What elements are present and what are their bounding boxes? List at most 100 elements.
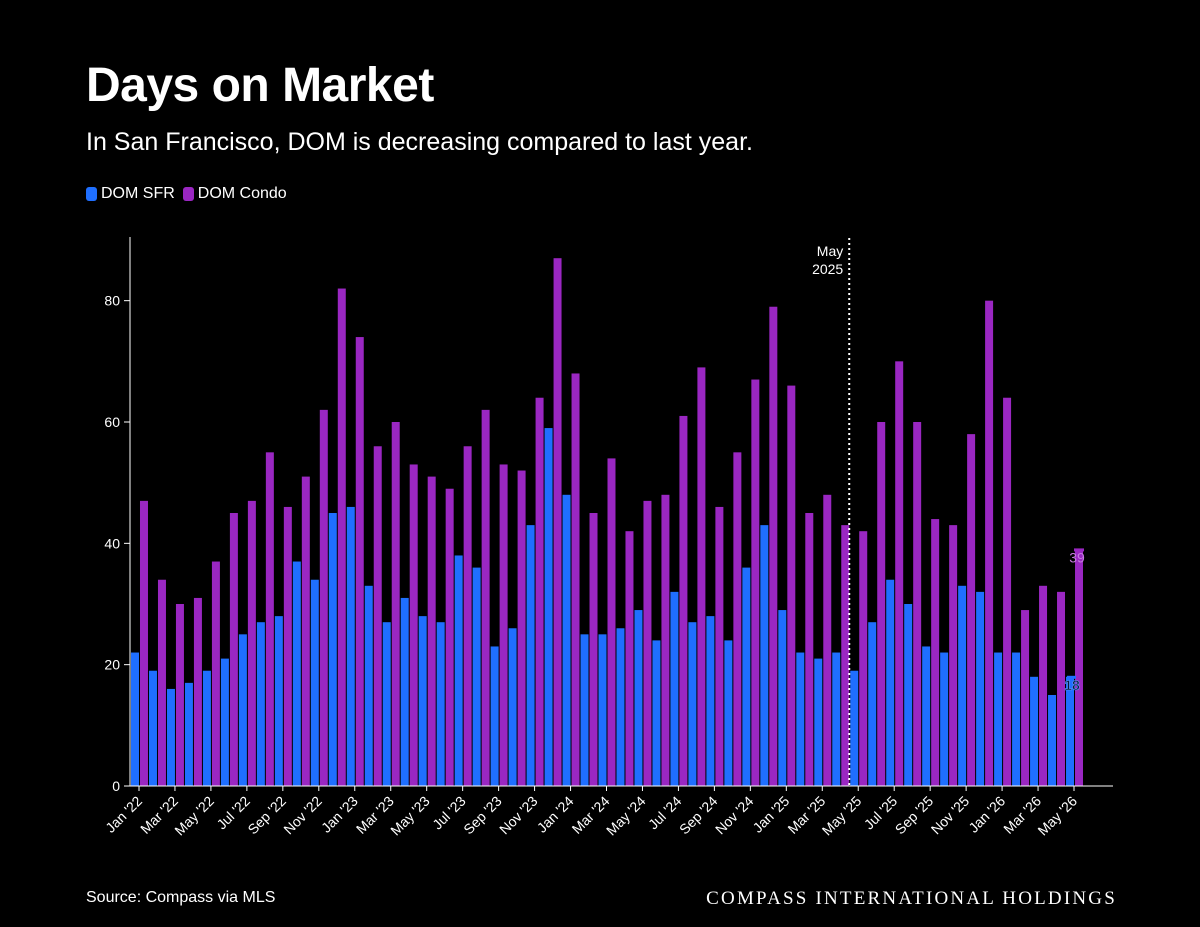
bar-sfr	[166, 688, 175, 786]
bar-condo	[787, 385, 796, 786]
bar-sfr	[940, 652, 949, 786]
bar-condo	[769, 306, 778, 786]
bar-condo	[679, 415, 688, 786]
bar-sfr	[364, 585, 373, 786]
bar-sfr	[382, 622, 391, 786]
bar-sfr	[598, 634, 607, 786]
legend-item-condo[interactable]: DOM Condo	[182, 185, 287, 203]
x-tick-label: Jan '25	[749, 793, 792, 836]
bar-condo	[373, 446, 382, 786]
bar-condo	[1075, 549, 1083, 786]
bar-condo	[895, 361, 904, 786]
bar-condo	[751, 379, 760, 786]
bar-sfr	[724, 640, 733, 786]
bar-sfr	[256, 622, 265, 786]
bar-sfr	[760, 525, 769, 786]
bar-condo	[139, 500, 148, 786]
legend-item-sfr[interactable]: DOM SFR	[86, 185, 175, 203]
y-tick-label: 0	[112, 778, 120, 794]
bar-condo	[157, 579, 166, 786]
bar-condo	[661, 494, 670, 786]
chart-subtitle: In San Francisco, DOM is decreasing comp…	[86, 128, 753, 156]
bar-condo	[859, 531, 868, 786]
x-tick-label: Nov '24	[712, 793, 757, 838]
last-value-label-condo: 39	[1069, 549, 1085, 565]
bar-sfr	[994, 652, 1003, 786]
x-tick-label: Jan '24	[534, 793, 577, 836]
bar-sfr	[850, 670, 859, 786]
last-value-cap-condo	[1074, 548, 1085, 552]
x-tick-label: Sep '22	[244, 793, 289, 838]
bar-condo	[931, 519, 940, 786]
bar-condo	[733, 452, 742, 786]
bar-sfr	[796, 652, 805, 786]
bar-condo	[463, 446, 472, 786]
bar-sfr	[274, 616, 283, 786]
last-value-label-sfr: 18	[1064, 677, 1080, 693]
bar-condo	[823, 494, 832, 786]
bar-sfr	[184, 682, 193, 786]
bar-condo	[481, 409, 490, 786]
bar-sfr	[688, 622, 697, 786]
bar-condo	[949, 525, 958, 786]
x-tick-label: Nov '25	[928, 793, 973, 838]
bar-condo	[1003, 397, 1012, 786]
bar-sfr	[454, 555, 463, 786]
x-tick-label: Sep '24	[676, 793, 721, 838]
x-tick-label: Jan '22	[102, 793, 145, 836]
x-tick-label: Sep '23	[460, 793, 505, 838]
x-tick-label: Nov '22	[280, 793, 325, 838]
bar-condo	[1021, 610, 1030, 786]
bar-sfr	[1048, 695, 1057, 786]
bar-sfr	[634, 610, 643, 786]
bar-condo	[985, 300, 994, 786]
bar-sfr	[220, 658, 229, 786]
x-tick-label: May '22	[171, 793, 217, 839]
bar-sfr	[346, 506, 355, 786]
bar-sfr	[148, 670, 157, 786]
bar-sfr	[1066, 676, 1075, 786]
bar-sfr	[490, 646, 499, 786]
y-tick-label: 80	[104, 293, 120, 309]
bar-condo	[805, 513, 814, 786]
bar-condo	[355, 337, 364, 786]
bar-condo	[913, 422, 922, 786]
y-tick-label: 40	[104, 535, 120, 551]
bar-condo	[229, 513, 238, 786]
bar-condo	[535, 397, 544, 786]
bar-condo	[715, 506, 724, 786]
y-tick-label: 20	[104, 657, 120, 673]
x-tick-label: Jan '26	[965, 793, 1008, 836]
bar-sfr	[1030, 676, 1039, 786]
bar-condo	[427, 476, 436, 786]
bar-condo	[175, 604, 184, 786]
bar-sfr	[886, 579, 895, 786]
bar-condo	[499, 464, 508, 786]
bar-condo	[1039, 585, 1048, 786]
bar-condo	[553, 258, 562, 786]
x-tick-label: Nov '23	[496, 793, 541, 838]
x-tick-label: Jan '23	[318, 793, 361, 836]
bar-sfr	[922, 646, 931, 786]
marker-label-month: May	[817, 243, 843, 259]
bar-sfr	[310, 579, 319, 786]
bar-sfr	[292, 561, 301, 786]
bar-condo	[841, 525, 850, 786]
bar-sfr	[436, 622, 445, 786]
bar-sfr	[958, 585, 967, 786]
bar-sfr	[742, 567, 751, 786]
x-tick-label: Sep '25	[892, 793, 937, 838]
bar-sfr	[580, 634, 589, 786]
last-value-cap-sfr	[1067, 675, 1077, 679]
y-tick-label: 60	[104, 414, 120, 430]
bar-sfr	[526, 525, 535, 786]
legend-swatch-sfr	[86, 187, 97, 201]
bar-sfr	[670, 591, 679, 786]
source-note: Source: Compass via MLS	[86, 889, 276, 906]
legend-label-condo: DOM Condo	[197, 185, 287, 202]
x-tick-label: May '26	[1034, 793, 1080, 839]
bar-condo	[697, 367, 706, 786]
bar-condo	[607, 458, 616, 786]
x-tick-label: May '25	[819, 793, 865, 839]
bar-sfr	[328, 513, 337, 786]
